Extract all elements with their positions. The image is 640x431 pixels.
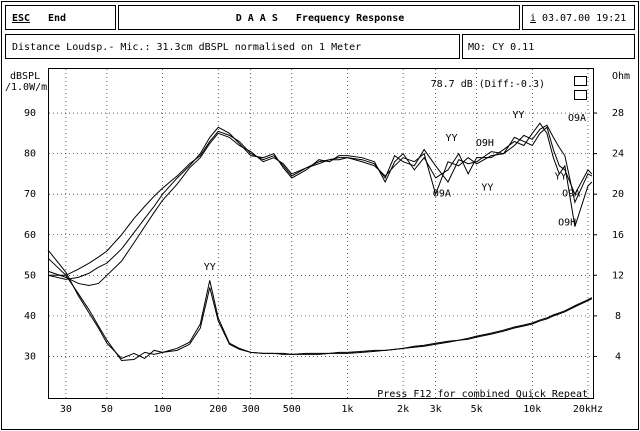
date-box — [522, 5, 635, 30]
info-icon[interactable]: i — [530, 13, 536, 24]
response-curve — [47, 257, 593, 362]
readout: 78.7 dB (Diff:-0.3) — [431, 79, 545, 90]
distance-info: Distance Loudsp.- Mic.: 31.3cm dBSPL nor… — [12, 42, 361, 53]
marker-box — [574, 90, 587, 100]
esc-box[interactable] — [5, 5, 116, 30]
title: D A A S Frequency Response — [236, 13, 405, 24]
response-curve — [47, 126, 593, 286]
y2-tick-label: 4 — [615, 351, 621, 362]
y-tick-label: 60 — [24, 230, 36, 241]
curve-label: O9A — [433, 188, 451, 199]
x-tick-label: 5k — [471, 404, 483, 415]
y-tick-label: 40 — [24, 311, 36, 322]
esc-key[interactable]: ESC — [12, 13, 30, 24]
y2-tick-label: 24 — [612, 149, 624, 160]
curve-label: O9A — [568, 113, 586, 124]
esc-action[interactable]: End — [48, 13, 66, 24]
curve-label: YY — [481, 182, 493, 193]
curve-label: YY — [555, 171, 567, 182]
curve-label: YY — [445, 133, 457, 144]
curve-label: O9H — [476, 138, 494, 149]
y2-axis-label: Ohm — [612, 71, 630, 82]
y-axis-unit: /1.0W/m — [5, 82, 47, 93]
x-tick-label: 20kHz — [573, 404, 603, 415]
response-curve — [47, 249, 593, 360]
x-tick-label: 50 — [101, 404, 113, 415]
x-tick-label: 300 — [242, 404, 260, 415]
y2-tick-label: 12 — [612, 270, 624, 281]
y2-tick-label: 16 — [612, 230, 624, 241]
x-tick-label: 200 — [209, 404, 227, 415]
marker-box — [574, 76, 587, 86]
curve-label: YY — [512, 110, 524, 121]
curve-label: O9A — [562, 188, 580, 199]
title-box — [118, 5, 520, 30]
mode-info: MO: CY 0.11 — [468, 42, 534, 53]
y-tick-label: 30 — [24, 351, 36, 362]
footer-hint: Press F12 for combined Quick Repeat — [377, 389, 588, 400]
y2-tick-label: 20 — [612, 189, 624, 200]
distance-box — [5, 34, 460, 59]
datetime: 03.07.00 19:21 — [542, 13, 626, 24]
x-tick-label: 30 — [60, 404, 72, 415]
y-tick-label: 70 — [24, 189, 36, 200]
y2-tick-label: 8 — [615, 311, 621, 322]
y-tick-label: 50 — [24, 270, 36, 281]
x-tick-label: 500 — [283, 404, 301, 415]
y-axis-label: dBSPL — [10, 71, 40, 82]
x-tick-label: 10k — [523, 404, 541, 415]
x-tick-label: 100 — [154, 404, 172, 415]
response-curve — [48, 124, 593, 276]
x-tick-label: 1k — [341, 404, 353, 415]
y2-tick-label: 28 — [612, 108, 624, 119]
mode-box — [462, 34, 635, 59]
x-tick-label: 3k — [430, 404, 442, 415]
curve-label: YY — [204, 262, 216, 273]
plot-frame — [48, 68, 594, 399]
y-tick-label: 80 — [24, 149, 36, 160]
x-tick-label: 2k — [397, 404, 409, 415]
response-curve — [47, 122, 593, 280]
y-tick-label: 90 — [24, 108, 36, 119]
curve-label: O9H — [558, 218, 576, 229]
